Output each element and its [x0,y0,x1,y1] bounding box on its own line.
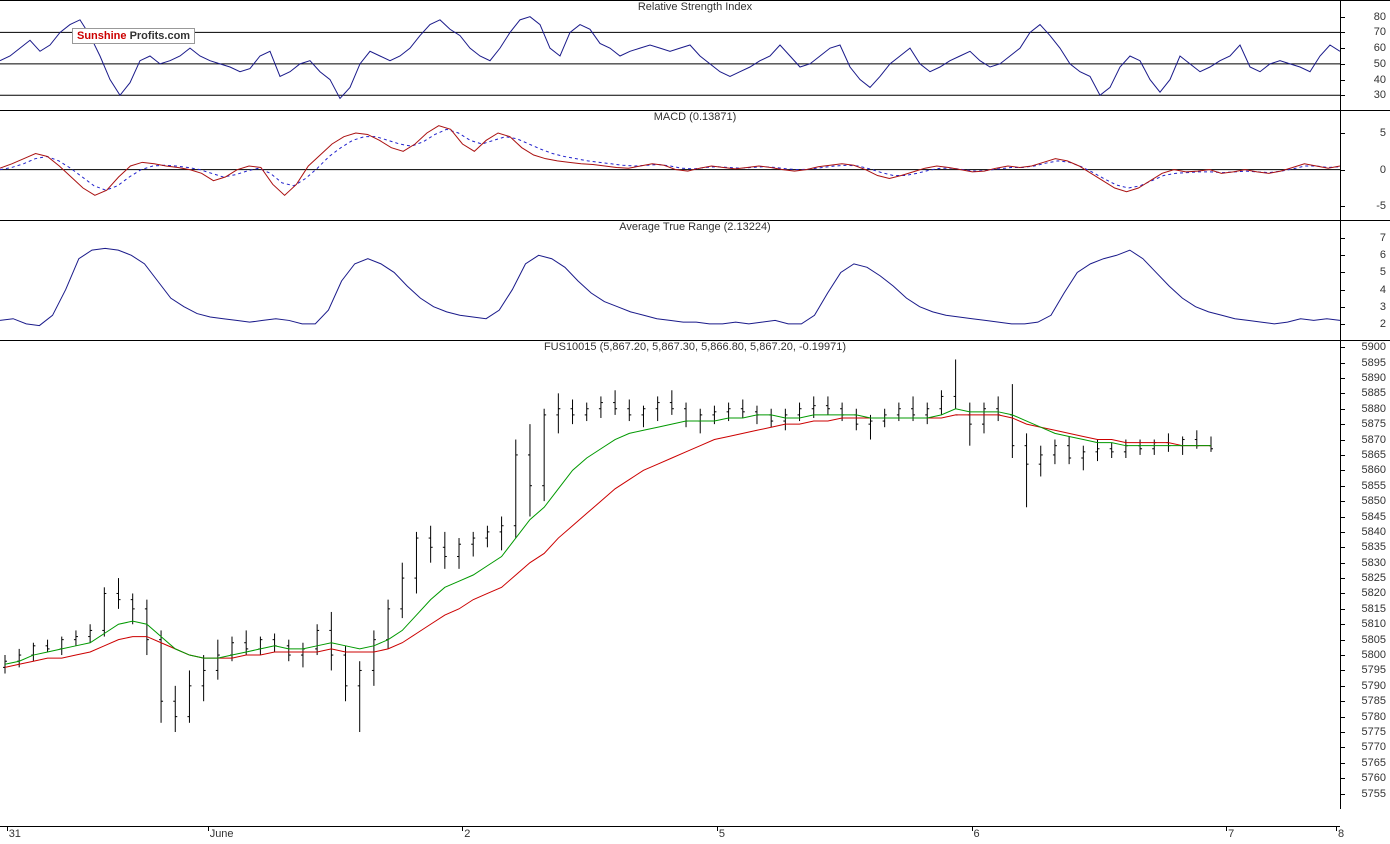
y-tick-label: 5825 [1362,572,1386,584]
y-tick-label: 5850 [1362,495,1386,507]
y-tick-label: 6 [1380,249,1386,261]
y-tick-label: 5885 [1362,387,1386,399]
y-tick-label: 5835 [1362,541,1386,553]
y-tick-label: 5785 [1362,695,1386,707]
x-tick-label: 8 [1338,828,1344,840]
y-tick-label: 5895 [1362,357,1386,369]
rsi-chart [0,1,1340,111]
price-panel: FUS10015 (5,867.20, 5,867.30, 5,866.80, … [0,340,1390,826]
y-tick-label: 80 [1374,11,1386,23]
x-tick-label: 2 [464,828,470,840]
y-tick-label: 5845 [1362,511,1386,523]
macd-panel: MACD (0.13871) -505 [0,110,1390,220]
macd-chart [0,111,1340,221]
y-tick-label: 5765 [1362,757,1386,769]
atr-chart [0,221,1340,341]
rsi-panel: Relative Strength Index 304050607080 [0,0,1390,110]
y-tick-label: 7 [1380,232,1386,244]
y-tick-label: 50 [1374,58,1386,70]
y-tick-label: 30 [1374,89,1386,101]
watermark-part2: Profits.com [130,30,191,42]
y-tick-label: 5870 [1362,434,1386,446]
y-tick-label: 5790 [1362,680,1386,692]
y-tick-label: 2 [1380,318,1386,330]
y-tick-label: 5820 [1362,587,1386,599]
y-tick-label: 5900 [1362,341,1386,353]
y-tick-label: 60 [1374,42,1386,54]
y-tick-label: 5780 [1362,711,1386,723]
watermark: Sunshine Profits.com [72,28,195,44]
y-tick-label: 5755 [1362,788,1386,800]
y-tick-label: 70 [1374,26,1386,38]
y-tick-label: 5830 [1362,557,1386,569]
x-tick-label: 31 [9,828,21,840]
y-tick-label: 4 [1380,284,1386,296]
y-tick-label: 5890 [1362,372,1386,384]
x-tick-label: 6 [974,828,980,840]
y-tick-label: 5880 [1362,403,1386,415]
atr-y-axis: 2 3 4 5 6 7 [1340,221,1390,341]
y-tick-label: 3 [1380,301,1386,313]
y-tick-label: 5800 [1362,649,1386,661]
y-tick-label: 5760 [1362,772,1386,784]
y-tick-label: 0 [1380,164,1386,176]
price-chart [0,341,1340,809]
macd-y-axis: -5 0 5 [1340,111,1390,221]
y-tick-label: -5 [1376,200,1386,212]
y-tick-label: 5 [1380,266,1386,278]
x-tick-label: June [210,828,234,840]
y-tick-label: 5840 [1362,526,1386,538]
y-tick-label: 5855 [1362,480,1386,492]
x-tick-label: 5 [719,828,725,840]
y-tick-label: 5775 [1362,726,1386,738]
x-axis: 31June25678 [0,826,1340,844]
y-tick-label: 5865 [1362,449,1386,461]
y-tick-label: 5810 [1362,618,1386,630]
watermark-part1: Sunshine [77,30,130,42]
atr-panel: Average True Range (2.13224) 234567 [0,220,1390,340]
y-tick-label: 5795 [1362,664,1386,676]
rsi-y-axis: 30 40 50 60 70 80 [1340,1,1390,111]
y-tick-label: 5860 [1362,464,1386,476]
y-tick-label: 5875 [1362,418,1386,430]
y-tick-label: 5805 [1362,634,1386,646]
y-tick-label: 40 [1374,74,1386,86]
price-y-axis: 5755 5760 5765 5770 5775 5780 5785 5790 5795 5800… [1340,341,1390,809]
x-tick-label: 7 [1228,828,1234,840]
y-tick-label: 5815 [1362,603,1386,615]
y-tick-label: 5770 [1362,741,1386,753]
y-tick-label: 5 [1380,127,1386,139]
